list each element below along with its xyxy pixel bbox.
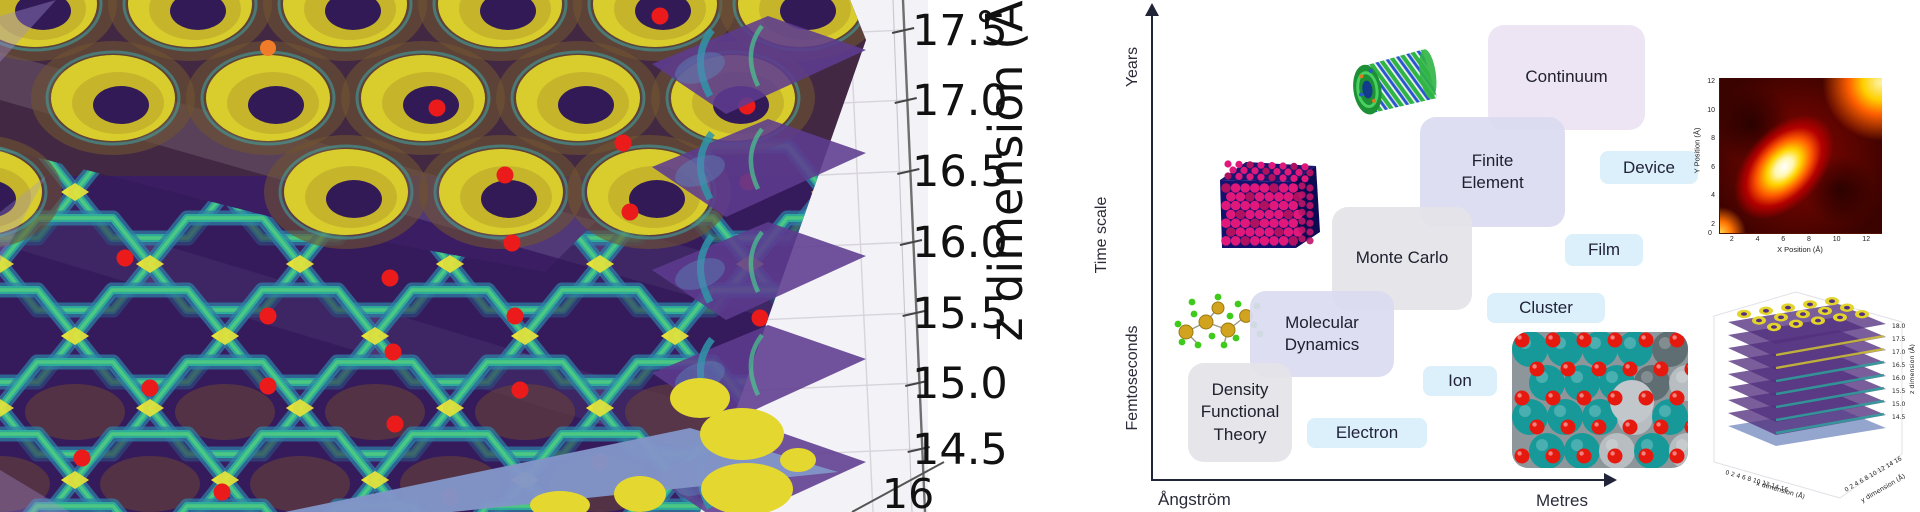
- heatmap-origin-tick: 0: [1708, 230, 1712, 237]
- heatmap-y-label: Y Position (Å): [1692, 127, 1702, 174]
- tick: 10: [1707, 106, 1715, 114]
- time-axis-title: Time scale: [1093, 196, 1110, 274]
- scale-label-film: Film: [1565, 234, 1643, 266]
- tick: 15.5: [1892, 388, 1906, 395]
- tick: 12: [1707, 78, 1715, 85]
- tick: 14.5: [1892, 414, 1906, 421]
- heatmap-x-label: X Position (Å): [1777, 245, 1823, 254]
- scale-label-cluster: Cluster: [1487, 293, 1605, 323]
- z-axis-ticks: 17.5 17.0 16.5 16.0 15.5 15.0 14.5 16: [882, 6, 1008, 512]
- tick: 16.5: [1892, 362, 1906, 369]
- length-axis-line: [1152, 479, 1606, 481]
- tick: 16.0: [1892, 375, 1906, 382]
- z-tick: 17.5: [912, 6, 1008, 56]
- method-box-dft: Density Functional Theory: [1188, 363, 1292, 462]
- method-box-molecular-dynamics: Molecular Dynamics: [1250, 291, 1394, 377]
- length-axis-left-label: Ångström: [1158, 490, 1231, 509]
- tick: 15.0: [1892, 401, 1906, 408]
- z-tick: 15.0: [912, 359, 1008, 409]
- length-axis-arrow-icon: [1604, 473, 1617, 487]
- oxide-surface-art: [1512, 332, 1688, 468]
- z-tick: 17.0: [912, 76, 1008, 126]
- nanocrystal-image: [1220, 160, 1320, 248]
- oxide-surface-image: [1512, 332, 1688, 468]
- inset-3d-contour-figure: 18.0 17.5 17.0 16.5 16.0 15.5 15.0 14.5 …: [1713, 291, 1916, 504]
- tick: 10: [1832, 236, 1841, 243]
- scale-label-device: Device: [1600, 151, 1698, 184]
- tick: 6: [1781, 236, 1786, 243]
- time-axis-arrow-icon: [1145, 3, 1159, 16]
- z-axis-label: z dimension (Å): [979, 0, 1033, 342]
- heatmap-plot: [1719, 78, 1882, 234]
- method-box-label: Finite: [1471, 150, 1514, 170]
- method-box-label: Continuum: [1525, 67, 1608, 87]
- method-box-label: Molecular: [1285, 312, 1359, 332]
- inset-z-ticks: 18.0 17.5 17.0 16.5 16.0 15.5 15.0 14.5: [1892, 323, 1906, 421]
- multiscale-diagram-panel: Years Time scale Femtoseconds Ångström M…: [1093, 0, 1920, 512]
- z-tick: 16.0: [912, 218, 1008, 268]
- method-box-continuum: Continuum: [1488, 25, 1645, 130]
- heatmap-hotspot: [1720, 96, 1854, 233]
- scale-label-ion: Ion: [1423, 366, 1497, 396]
- y-axis-tick: 16: [882, 470, 934, 512]
- time-axis-bottom-label: Femtoseconds: [1124, 325, 1141, 431]
- nanotube-body: [1353, 49, 1438, 115]
- tick: 8: [1711, 135, 1715, 143]
- position-heatmap-figure: Y Position (Å) 12 10 8 6 4 2 0 2 4 6 8 1…: [1692, 50, 1905, 255]
- z-tick: 16.5: [912, 147, 1008, 197]
- method-box-label: Monte Carlo: [1355, 248, 1449, 268]
- tick: 2: [1711, 220, 1715, 228]
- tick: 12: [1862, 236, 1871, 243]
- z-tick: 14.5: [912, 425, 1008, 475]
- pink-crystal-art: [1220, 160, 1320, 248]
- heatmap-x-ticks: 2 4 6 8 10 12: [1719, 236, 1881, 243]
- inset-y-ticks: 0 2 4 6 8 10 12 14 16: [1844, 455, 1904, 494]
- inset-x-label: x dimension (Å): [1755, 478, 1806, 501]
- tick: 4: [1711, 192, 1715, 200]
- length-axis-right-label: Metres: [1536, 491, 1588, 510]
- method-box-label: Density: [1211, 379, 1269, 399]
- method-box-label: Element: [1461, 173, 1524, 192]
- gold-atoms: [1178, 301, 1253, 340]
- tick: 8: [1807, 236, 1811, 243]
- inset-3d-art: [1713, 291, 1903, 499]
- tick: 17.5: [1892, 336, 1906, 343]
- contour-stack-art: [0, 0, 945, 512]
- tick: 6: [1711, 163, 1715, 171]
- method-box-label: Functional: [1200, 402, 1280, 422]
- left-3d-contour-panel: 17.5 17.0 16.5 16.0 15.5 15.0 14.5 16 z …: [0, 0, 1033, 512]
- time-axis-line: [1151, 14, 1153, 481]
- heatmap-y-ticks: 12 10 8 6 4 2: [1704, 78, 1715, 228]
- time-axis-top-label: Years: [1124, 46, 1141, 88]
- inset-z-label: z dimension (Å): [1907, 344, 1916, 394]
- method-box-label: Dynamics: [1284, 335, 1360, 354]
- tick: 2: [1729, 236, 1734, 243]
- method-box-label: Theory: [1213, 424, 1267, 444]
- scale-label-electron: Electron: [1307, 418, 1427, 448]
- tick: 4: [1755, 236, 1760, 243]
- tick: 17.0: [1892, 349, 1906, 356]
- nanotube-image: [1353, 49, 1438, 115]
- tick: 18.0: [1892, 323, 1906, 330]
- z-tick: 15.5: [912, 289, 1008, 339]
